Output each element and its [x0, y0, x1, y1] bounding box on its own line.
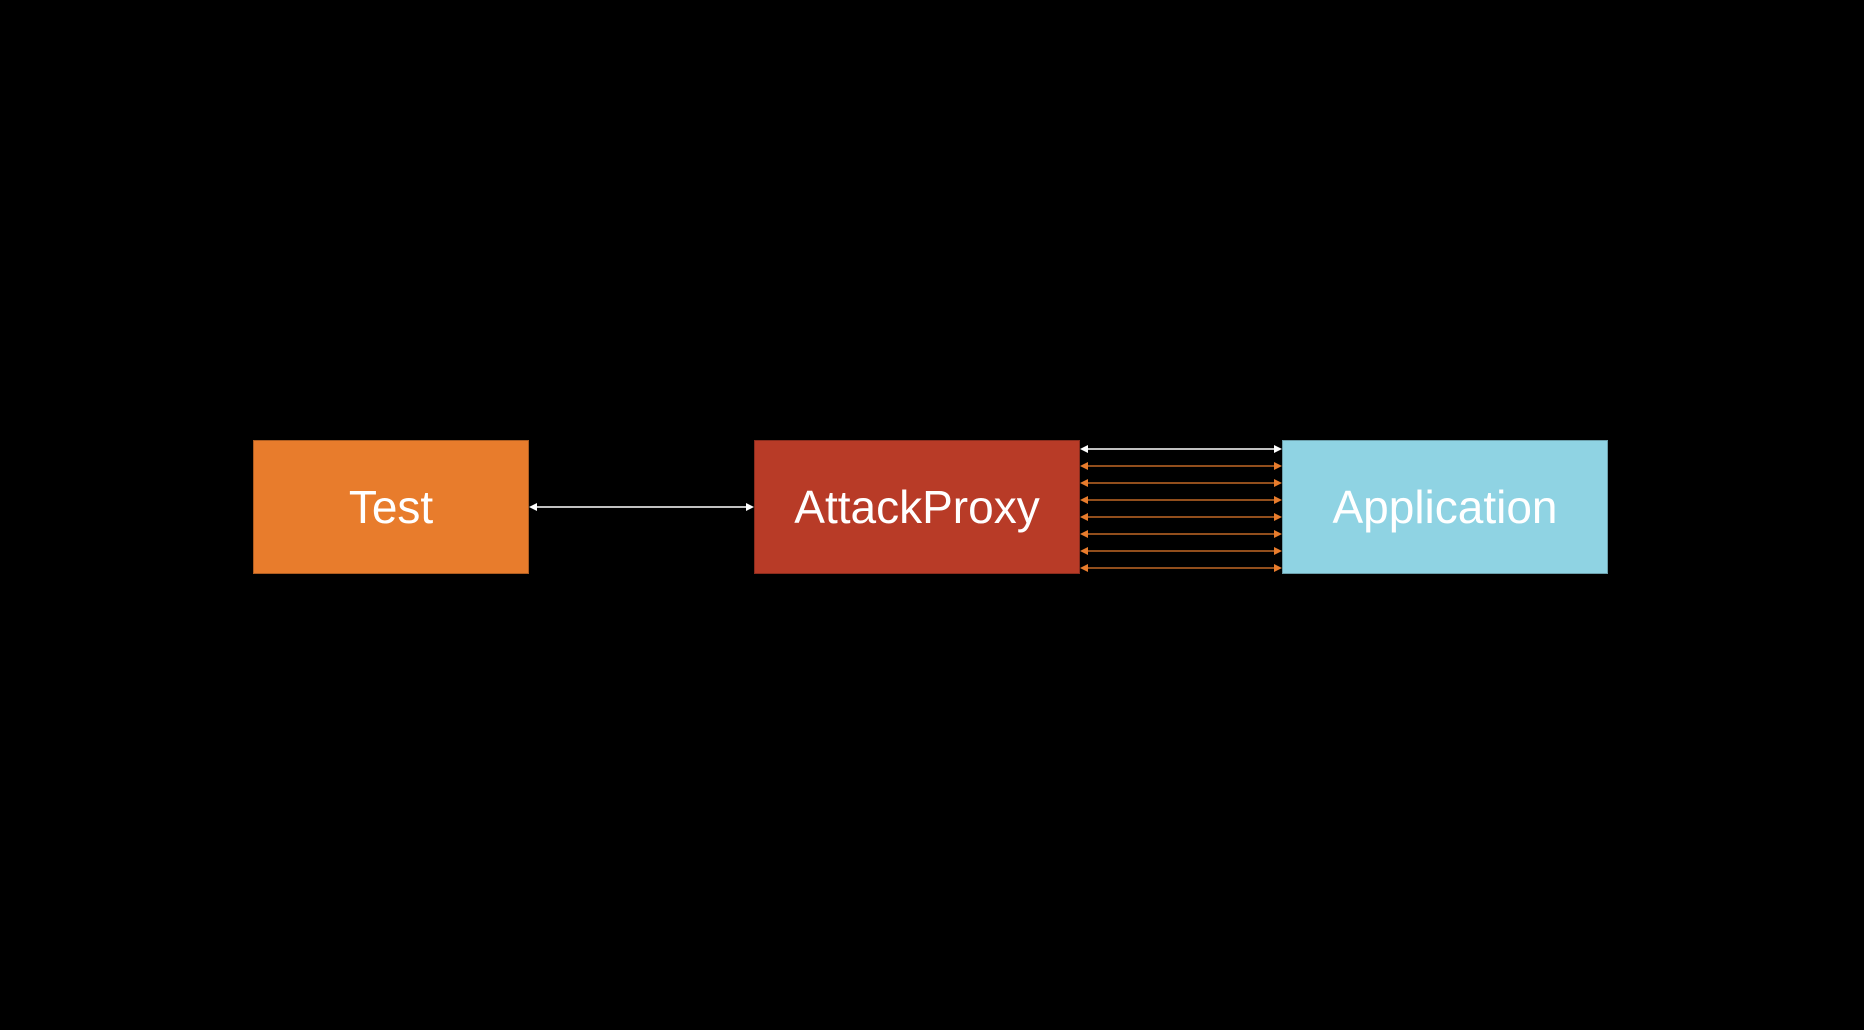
- node-test: Test: [253, 440, 529, 574]
- architecture-diagram: Test AttackProxy Application: [0, 0, 1864, 1030]
- edge-5: [1080, 513, 1282, 521]
- edge-3: [1080, 479, 1282, 487]
- edge-8: [1080, 564, 1282, 572]
- edge-2: [1080, 462, 1282, 470]
- node-application: Application: [1282, 440, 1608, 574]
- edge-4: [1080, 496, 1282, 504]
- node-label-application: Application: [1332, 480, 1557, 534]
- edge-7: [1080, 547, 1282, 555]
- edge-0: [529, 503, 754, 511]
- node-label-attackproxy: AttackProxy: [794, 480, 1039, 534]
- edge-1: [1080, 445, 1282, 453]
- node-attackproxy: AttackProxy: [754, 440, 1080, 574]
- edge-6: [1080, 530, 1282, 538]
- node-label-test: Test: [349, 480, 433, 534]
